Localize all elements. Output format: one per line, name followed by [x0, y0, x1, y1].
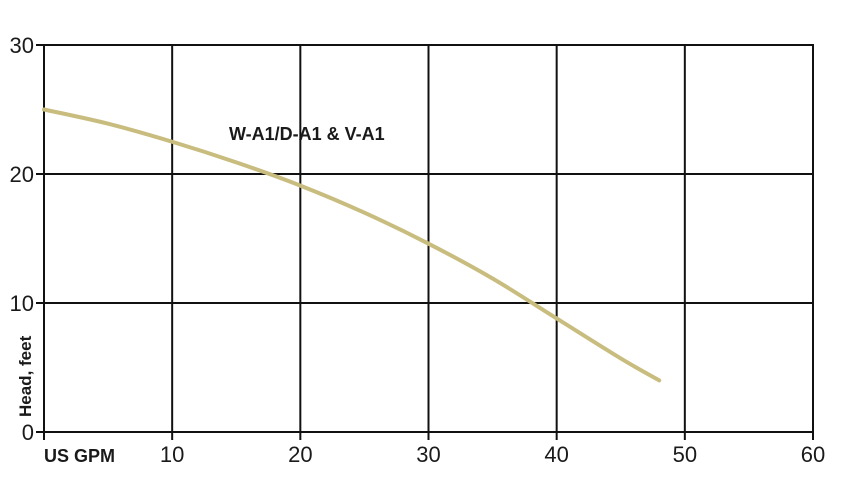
x-axis-ticks: 10 20 30 40 50 60 — [43, 432, 825, 467]
x-tick-label: 30 — [416, 442, 440, 467]
x-axis-label: US GPM — [44, 446, 115, 466]
x-tick-label: 40 — [544, 442, 568, 467]
y-tick-label: 30 — [10, 33, 34, 58]
y-tick-label: 10 — [10, 291, 34, 316]
x-tick-label: 60 — [801, 442, 825, 467]
x-tick-label: 10 — [160, 442, 184, 467]
series-label: W-A1/D-A1 & V-A1 — [229, 124, 385, 144]
y-tick-label: 20 — [10, 162, 34, 187]
y-axis-label: Head, feet — [16, 335, 35, 417]
grid-lines — [44, 44, 814, 433]
y-axis-ticks: 0 10 20 30 — [10, 33, 44, 445]
y-tick-label: 0 — [22, 420, 34, 445]
x-tick-label: 20 — [288, 442, 312, 467]
x-tick-label: 50 — [673, 442, 697, 467]
series-line — [42, 107, 662, 383]
